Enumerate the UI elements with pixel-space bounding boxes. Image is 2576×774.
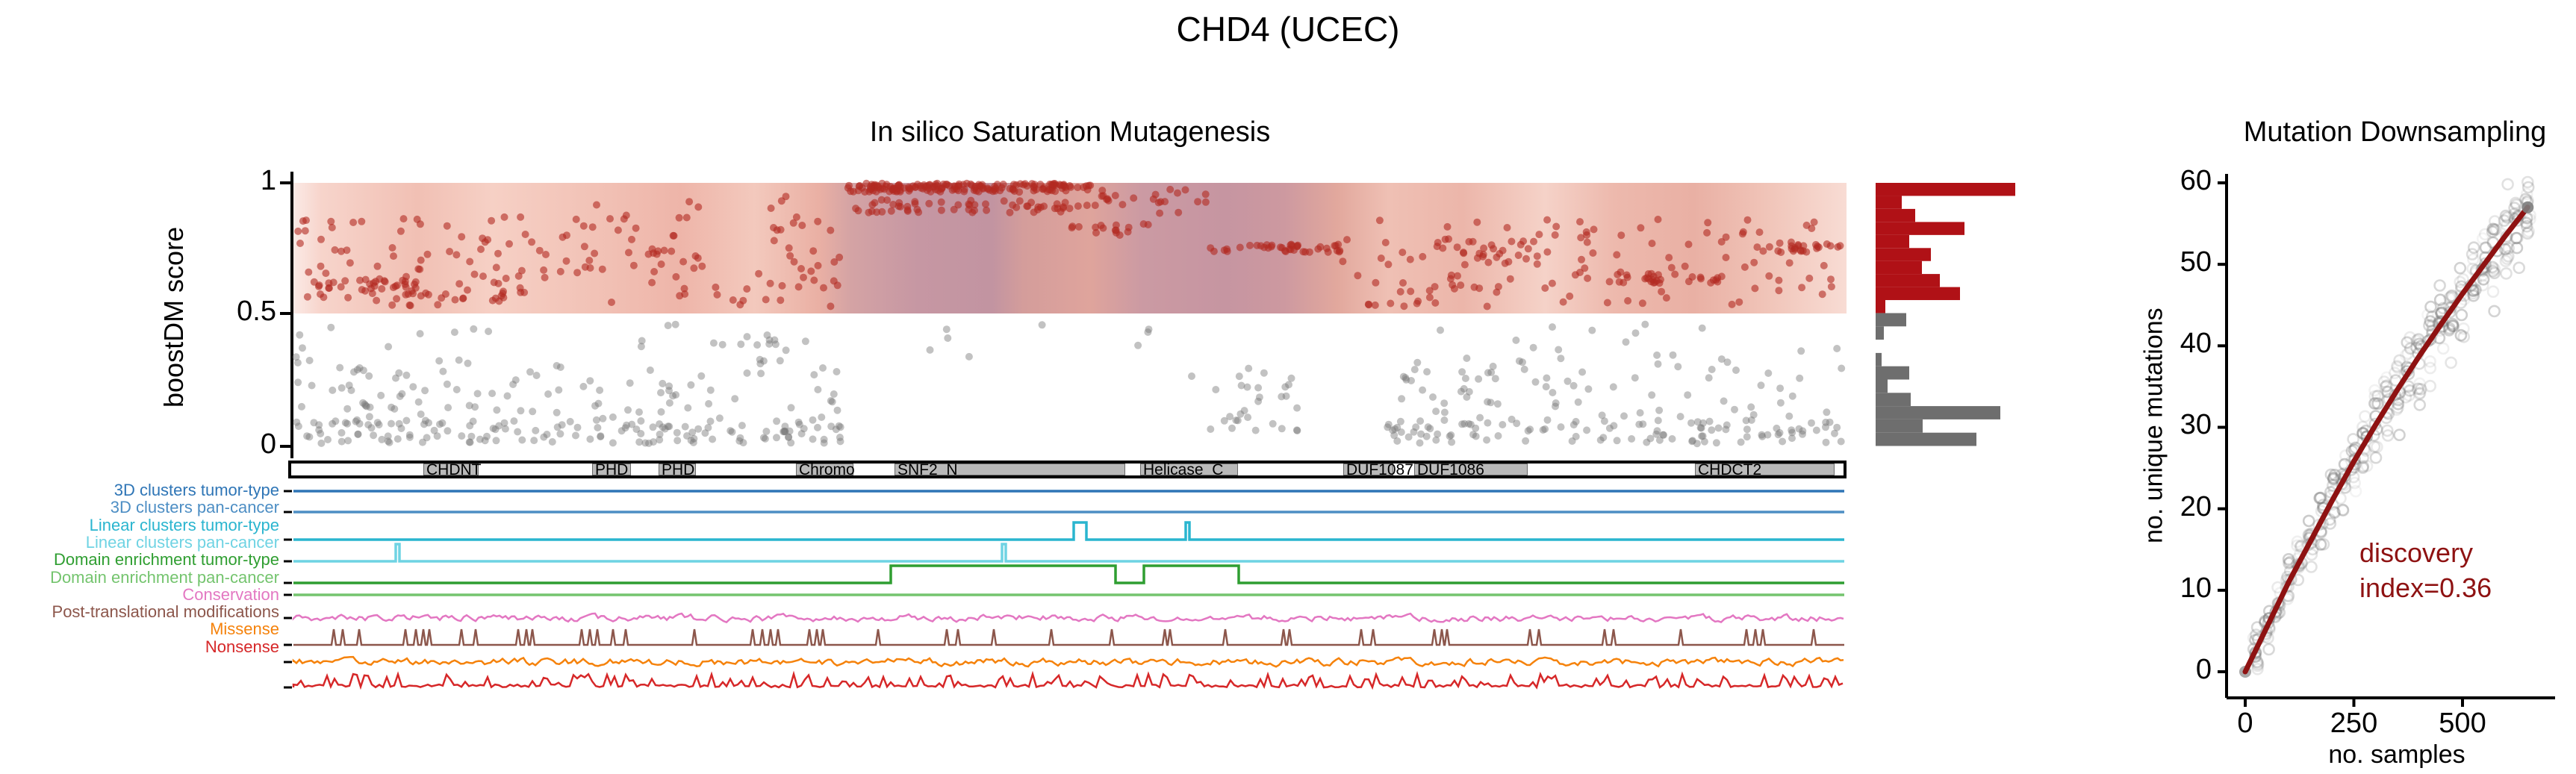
right-xtick-250: 250	[2330, 708, 2378, 739]
left-ytick-mark	[280, 312, 292, 315]
right-ytick-20: 20	[2180, 490, 2212, 522]
domain-box-duf1086: DUF1086	[1414, 462, 1528, 478]
right-ytick-40: 40	[2180, 328, 2212, 360]
domain-box-chdct2: CHDCT2	[1695, 462, 1835, 478]
domain-box-snf2_n: SNF2_N	[895, 462, 1125, 478]
track-label-5: Domain enrichment pan-cancer	[50, 567, 279, 587]
feature-tracks	[284, 490, 1844, 690]
track-label-2: Linear clusters tumor-type	[89, 515, 279, 534]
right-ytick-60: 60	[2180, 164, 2212, 196]
right-x-axis-label: no. samples	[2328, 740, 2465, 769]
track-label-7: Post-translational modifications	[52, 602, 279, 622]
right-xtick-0: 0	[2237, 708, 2253, 739]
domain-box-phd: PHD	[659, 462, 696, 478]
score-histogram	[1876, 183, 2015, 446]
track-label-9: Nonsense	[205, 637, 279, 656]
left-ytick-0.5: 0.5	[237, 296, 276, 327]
right-ytick-30: 30	[2180, 409, 2212, 441]
protein-domain-bar: CHDNT PHD PHD Chromo SNF2_N Helicase_C DUF1087…	[288, 461, 1847, 478]
right-ytick-50: 50	[2180, 246, 2212, 278]
domain-box-duf1087: DUF1087	[1343, 462, 1413, 478]
page-title: CHD4 (UCEC)	[1176, 10, 1400, 49]
discovery-index-annotation: discovery index=0.36	[2359, 536, 2492, 606]
downsampling-plot	[2218, 174, 2555, 707]
left-panel-title: In silico Saturation Mutagenesis	[869, 116, 1271, 148]
track-label-6: Conservation	[182, 584, 279, 604]
right-xtick-500: 500	[2439, 708, 2486, 739]
right-ytick-0: 0	[2195, 654, 2212, 685]
domain-box-chromo: Chromo	[796, 462, 855, 478]
right-panel-title: Mutation Downsampling	[2243, 116, 2547, 148]
left-ytick-0: 0	[260, 428, 276, 460]
score-background-heat	[293, 183, 1847, 313]
left-ytick-1: 1	[260, 165, 276, 196]
track-label-0: 3D clusters tumor-type	[113, 481, 279, 499]
domain-box-chdnt: CHDNT	[423, 462, 482, 478]
domain-box-helicase_c: Helicase_C	[1140, 462, 1238, 478]
left-ytick-mark	[280, 181, 292, 184]
left-y-axis-line	[290, 172, 293, 458]
domain-box-phd: PHD	[592, 462, 631, 478]
discovery-line2: index=0.36	[2359, 572, 2492, 603]
track-label-1: 3D clusters pan-cancer	[110, 498, 279, 517]
right-ytick-10: 10	[2180, 572, 2212, 604]
track-label-8: Missense	[210, 619, 279, 639]
discovery-line1: discovery	[2359, 537, 2474, 568]
left-ytick-mark	[280, 445, 292, 448]
mutation-scatter-plot	[292, 179, 1846, 448]
track-label-4: Domain enrichment tumor-type	[53, 550, 279, 569]
track-label-3: Linear clusters pan-cancer	[85, 532, 279, 552]
